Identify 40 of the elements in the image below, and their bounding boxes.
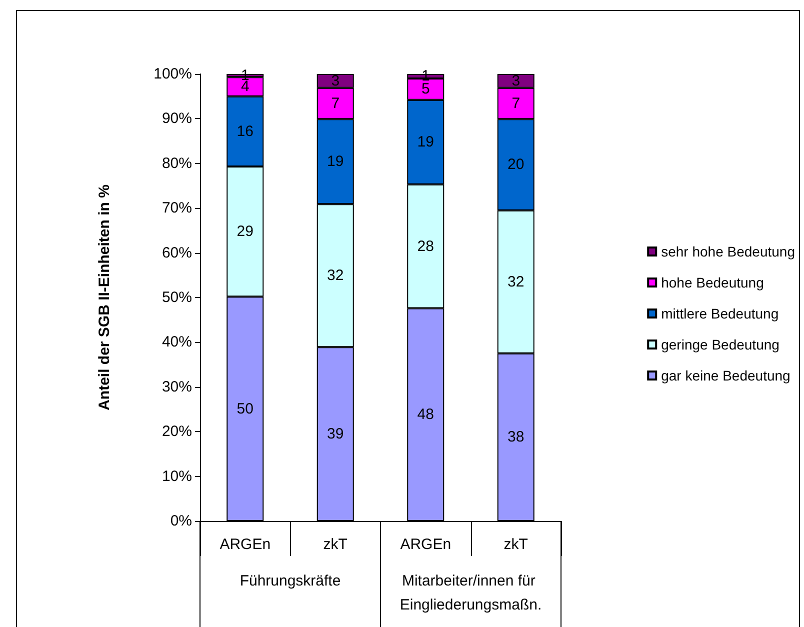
y-tick-label: 70% (162, 200, 192, 217)
data-label: 19 (327, 153, 344, 170)
data-label: 19 (417, 134, 434, 151)
y-tick-label: 50% (162, 289, 192, 306)
data-label: 28 (417, 238, 434, 255)
data-label: 7 (512, 95, 520, 112)
data-label: 3 (512, 72, 520, 90)
data-label: 48 (417, 406, 434, 424)
y-tick-label: 100% (154, 66, 192, 82)
x-tick-label: ARGEn (220, 536, 271, 553)
data-label: 20 (508, 156, 524, 174)
y-tick-label: 40% (162, 334, 192, 351)
data-label: 16 (236, 122, 254, 140)
y-tick-label: 30% (162, 378, 192, 396)
y-tick-label: 80% (162, 154, 192, 172)
data-label: 32 (327, 267, 344, 284)
data-label: 39 (327, 426, 344, 443)
legend-label: mittlere Bedeutung (661, 306, 779, 322)
x-tick-label: zkT (323, 536, 348, 553)
y-tick-label: 60% (162, 244, 192, 262)
legend-label: geringe Bedeutung (661, 336, 780, 352)
data-label: 38 (508, 428, 524, 446)
data-label: 29 (236, 223, 254, 240)
data-label: 7 (331, 95, 340, 112)
data-label: 32 (508, 273, 524, 290)
text: Mitarbeiter/innen für Eingliederungsmaßn. (400, 572, 542, 614)
x-tick-label: zkT (504, 536, 528, 553)
data-label: 50 (236, 400, 254, 418)
legend-label: sehr hohe Bedeutung (661, 244, 795, 260)
text: Führungskräfte (240, 572, 341, 590)
y-tick-label: 20% (162, 423, 192, 440)
y-axis-title: Anteil der SGB II-Einheiten in % (96, 184, 113, 410)
x-tick-label: ARGEn (400, 536, 452, 553)
legend-label: hohe Bedeutung (661, 274, 764, 290)
data-label: 3 (331, 72, 340, 90)
y-tick-label: 90% (162, 110, 192, 128)
y-tick-label: 0% (170, 512, 192, 530)
y-tick-label: 10% (162, 468, 192, 485)
legend-label: gar keine Bedeutung (661, 368, 790, 384)
data-label: 5 (421, 80, 430, 98)
